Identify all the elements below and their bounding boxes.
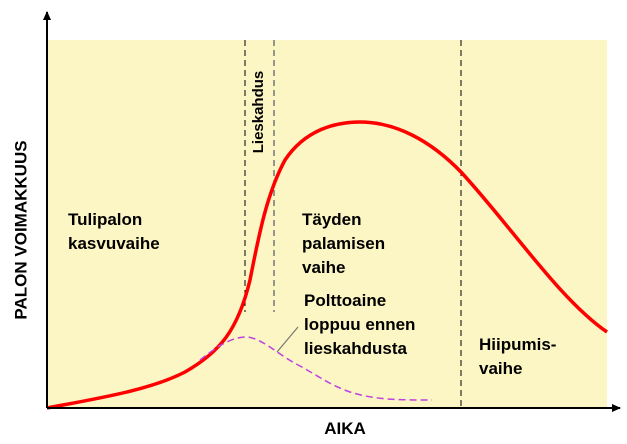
region-label: loppuu ennen <box>304 315 415 334</box>
region-label: vaihe <box>479 359 522 378</box>
region-label: Täyden <box>302 210 362 229</box>
fire-curve <box>46 120 608 410</box>
region-label: kasvuvaihe <box>68 234 160 253</box>
region-label: lieskahdusta <box>304 339 408 358</box>
flashover-label: Lieskahdus <box>250 71 267 154</box>
x-axis-label: AIKA <box>324 419 366 438</box>
region-label: palamisen <box>302 234 385 253</box>
y-axis-label: PALON VOIMAKKUUS <box>11 140 30 319</box>
leader-line <box>276 326 299 353</box>
background <box>47 40 607 408</box>
region-label: Hiipumis- <box>479 335 556 354</box>
region-label: Tulipalon <box>68 210 142 229</box>
region-labels: Tulipalon kasvuvaihe Täyden palamisen vaihe P… <box>68 210 556 378</box>
burnout-curve <box>199 336 433 401</box>
region-label: vaihe <box>302 258 345 277</box>
region-label: Polttoaine <box>304 291 386 310</box>
